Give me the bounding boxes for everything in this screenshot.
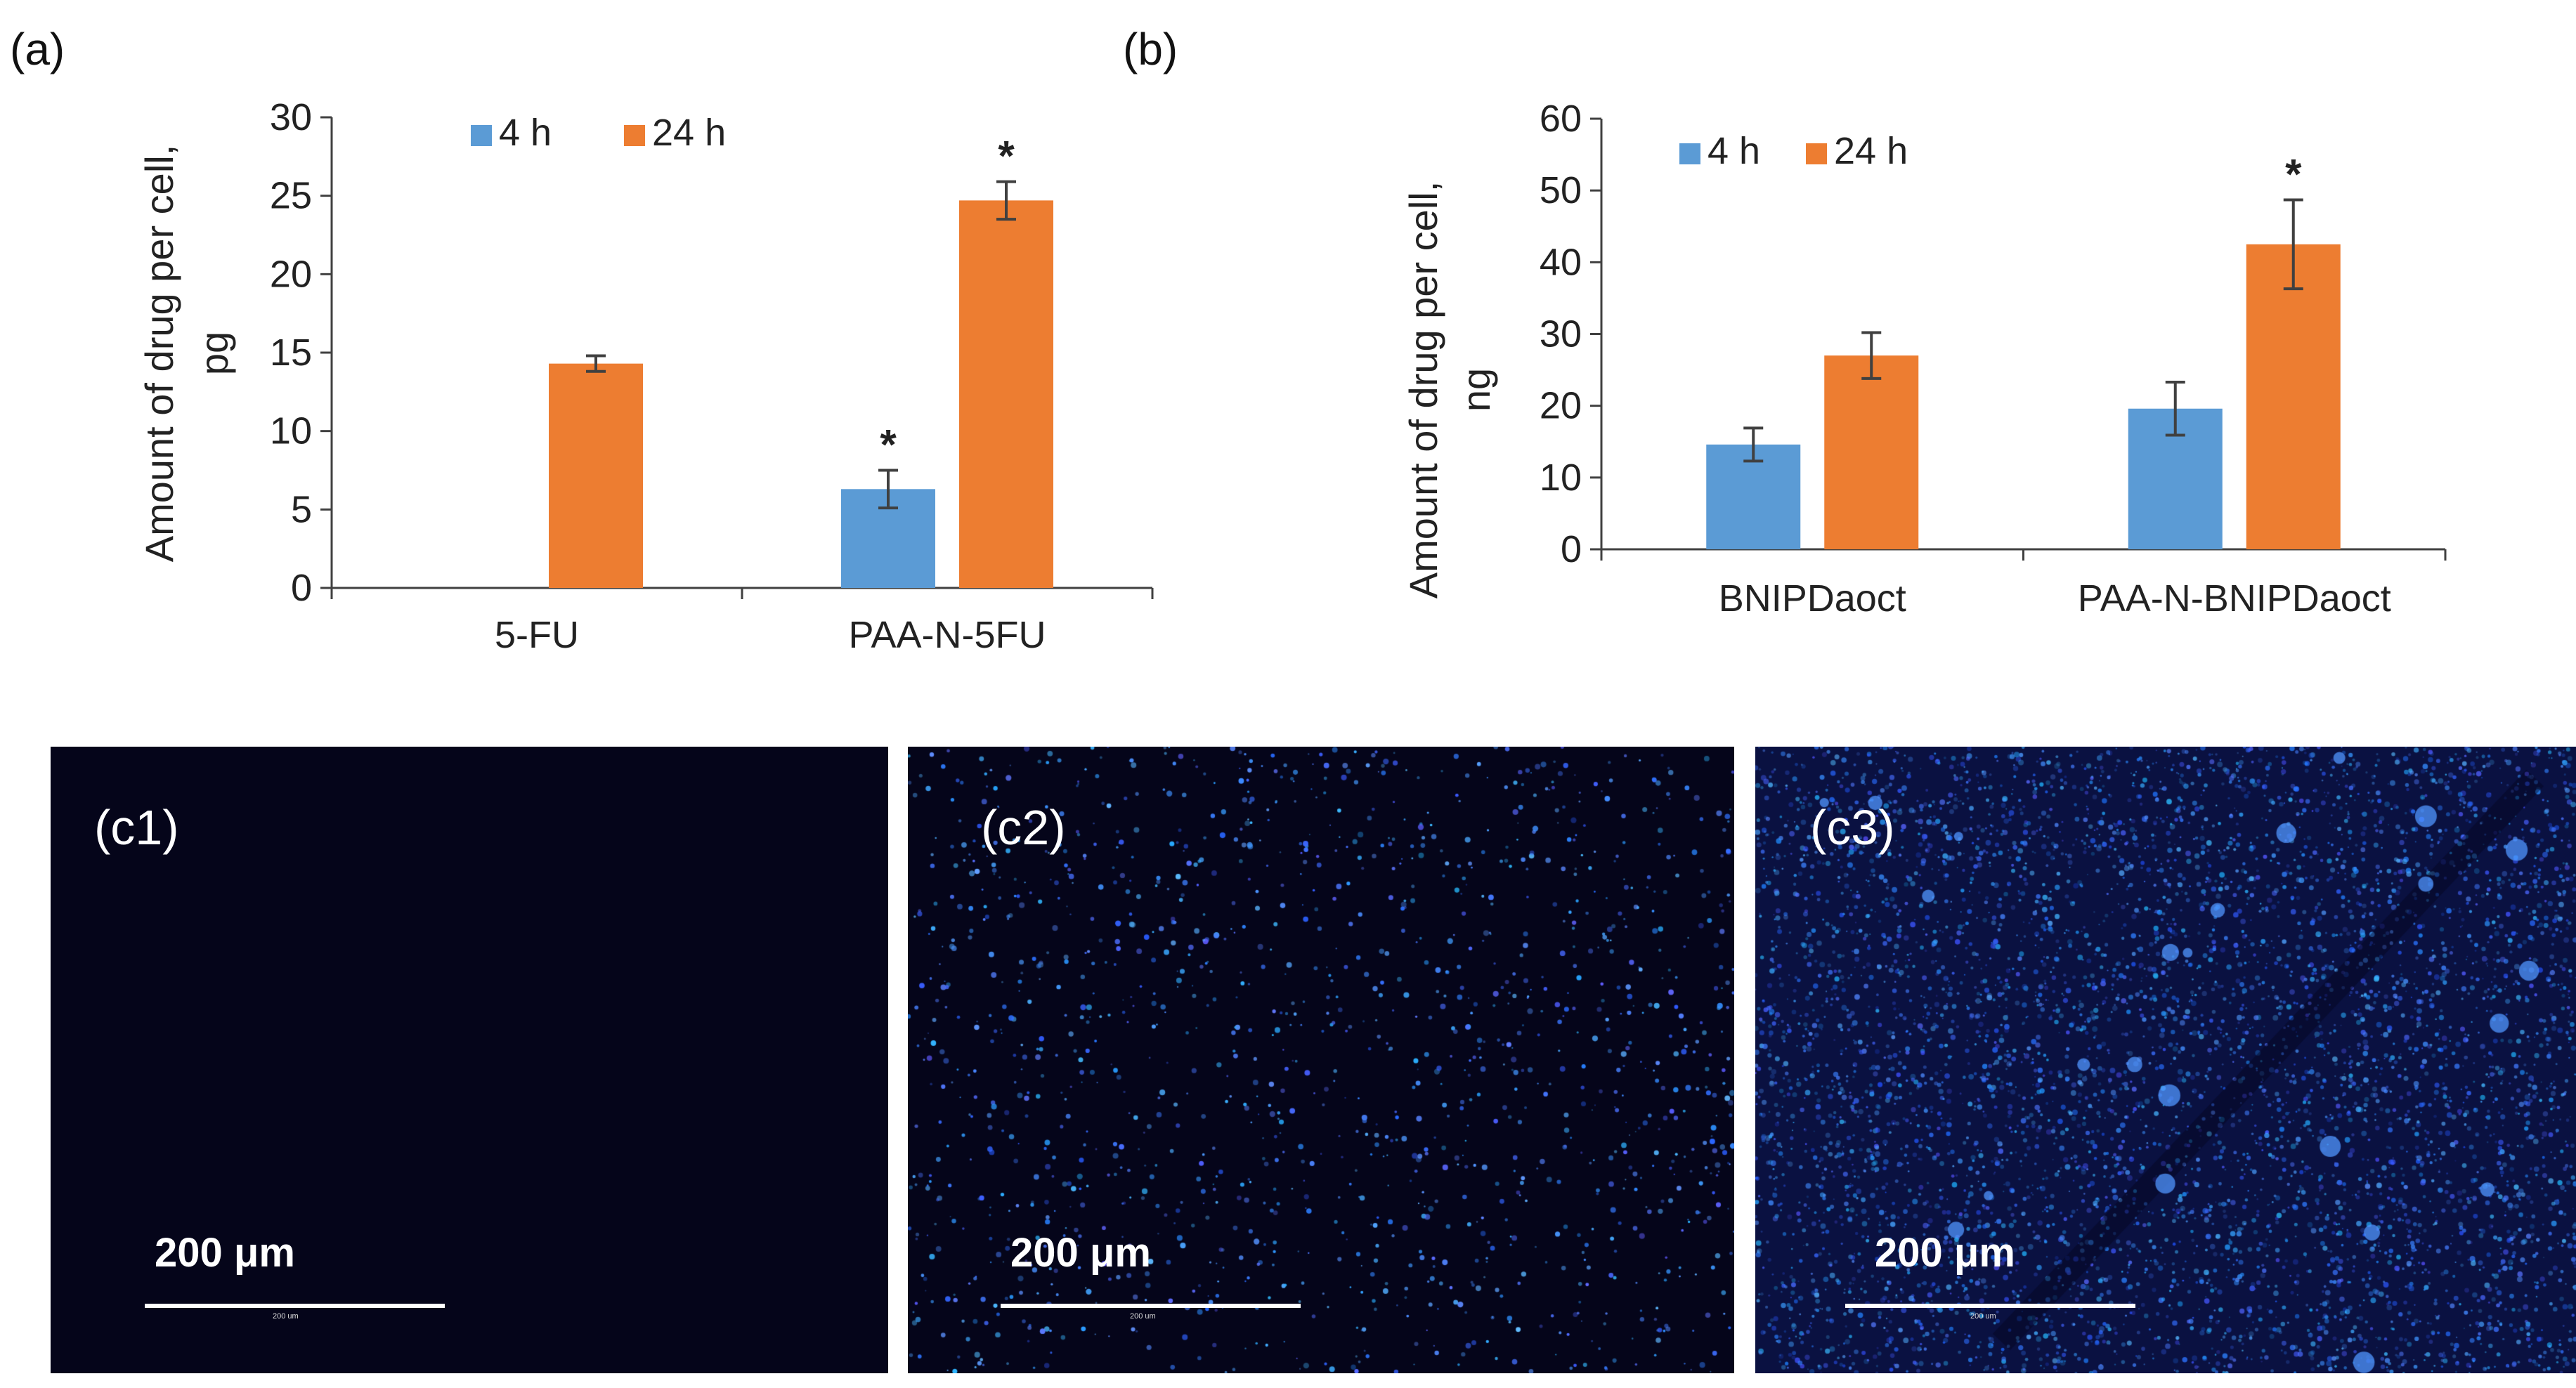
- bar: [549, 363, 643, 588]
- micrograph-c2: (c2) 200 μm 200 um: [908, 747, 1734, 1373]
- legend-swatch: [624, 125, 645, 146]
- y-tick-label: 30: [270, 96, 312, 138]
- legend-swatch: [1806, 143, 1827, 164]
- y-axis-title-line2: pg: [192, 332, 236, 375]
- micrograph-c3-scale-tiny: 200 um: [1970, 1312, 1996, 1321]
- panel-label-a: (a): [10, 24, 65, 74]
- panel-label-b: (b): [1123, 24, 1178, 74]
- significance-marker: *: [998, 133, 1015, 180]
- legend-label: 4 h: [499, 112, 552, 154]
- micrograph-c2-scale-bar: [1001, 1304, 1301, 1308]
- x-tick-label: PAA-N-BNIPDaoct: [2078, 577, 2391, 620]
- y-axis-title-line1: Amount of drug per cell,: [137, 145, 181, 563]
- y-axis-title-line2: ng: [1454, 368, 1498, 412]
- y-tick-label: 25: [270, 175, 312, 217]
- micrograph-c2-image: [908, 747, 1734, 1373]
- y-tick-label: 30: [1540, 313, 1582, 355]
- micrograph-c1-scale-tiny: 200 um: [273, 1312, 299, 1321]
- micrograph-c2-scale-tiny: 200 um: [1130, 1312, 1156, 1321]
- y-tick-label: 10: [1540, 457, 1582, 499]
- legend-swatch: [1679, 143, 1700, 164]
- bar: [959, 200, 1053, 588]
- legend-label: 4 h: [1707, 130, 1760, 172]
- x-tick-label: PAA-N-5FU: [848, 614, 1046, 656]
- micrograph-c3-label: (c3): [1810, 800, 1895, 855]
- y-tick-label: 5: [291, 488, 312, 530]
- x-tick-label: BNIPDaoct: [1719, 577, 1906, 620]
- y-tick-label: 0: [291, 567, 312, 609]
- micrograph-c2-scale-text: 200 μm: [1010, 1230, 1151, 1276]
- micrograph-c2-label: (c2): [981, 800, 1066, 855]
- chart-b: 0 10 20 30 40 50 60 BNIPDaoct * PAA-N-BNIPDaoct Am…: [1401, 98, 2447, 620]
- micrograph-c3-scale-bar: [1845, 1304, 2135, 1308]
- bar: [2246, 244, 2341, 549]
- y-tick-label: 15: [270, 332, 312, 374]
- y-tick-label: 0: [1561, 528, 1582, 570]
- micrograph-c1-label: (c1): [94, 800, 179, 855]
- bar: [1824, 355, 1919, 549]
- micrograph-c3-scale-text: 200 μm: [1875, 1230, 2015, 1276]
- micrograph-c1-image: [51, 747, 888, 1373]
- micrograph-c1-scale-bar: [145, 1304, 445, 1308]
- x-tick-label: 5-FU: [495, 614, 579, 656]
- legend-label: 24 h: [652, 112, 726, 154]
- significance-marker: *: [2285, 150, 2302, 197]
- micrograph-c1: (c1) 200 μm 200 um: [51, 747, 888, 1373]
- y-tick-label: 10: [270, 410, 312, 452]
- significance-marker: *: [880, 421, 897, 469]
- legend-swatch: [471, 125, 492, 146]
- chart-a: 0 5 10 15 20 25 30 5-FU * * PAA-N-5FU Amount of dru…: [137, 96, 1154, 656]
- micrograph-c1-scale-text: 200 μm: [155, 1230, 295, 1276]
- legend-label: 24 h: [1834, 130, 1908, 172]
- y-tick-label: 40: [1540, 241, 1582, 283]
- y-tick-label: 50: [1540, 169, 1582, 211]
- y-tick-label: 20: [270, 253, 312, 295]
- micrograph-c3: (c3) 200 μm 200 um: [1755, 747, 2576, 1373]
- micrograph-c3-image: [1755, 747, 2576, 1373]
- y-tick-label: 60: [1540, 98, 1582, 140]
- y-tick-label: 20: [1540, 385, 1582, 427]
- y-axis-title-line1: Amount of drug per cell,: [1401, 181, 1445, 599]
